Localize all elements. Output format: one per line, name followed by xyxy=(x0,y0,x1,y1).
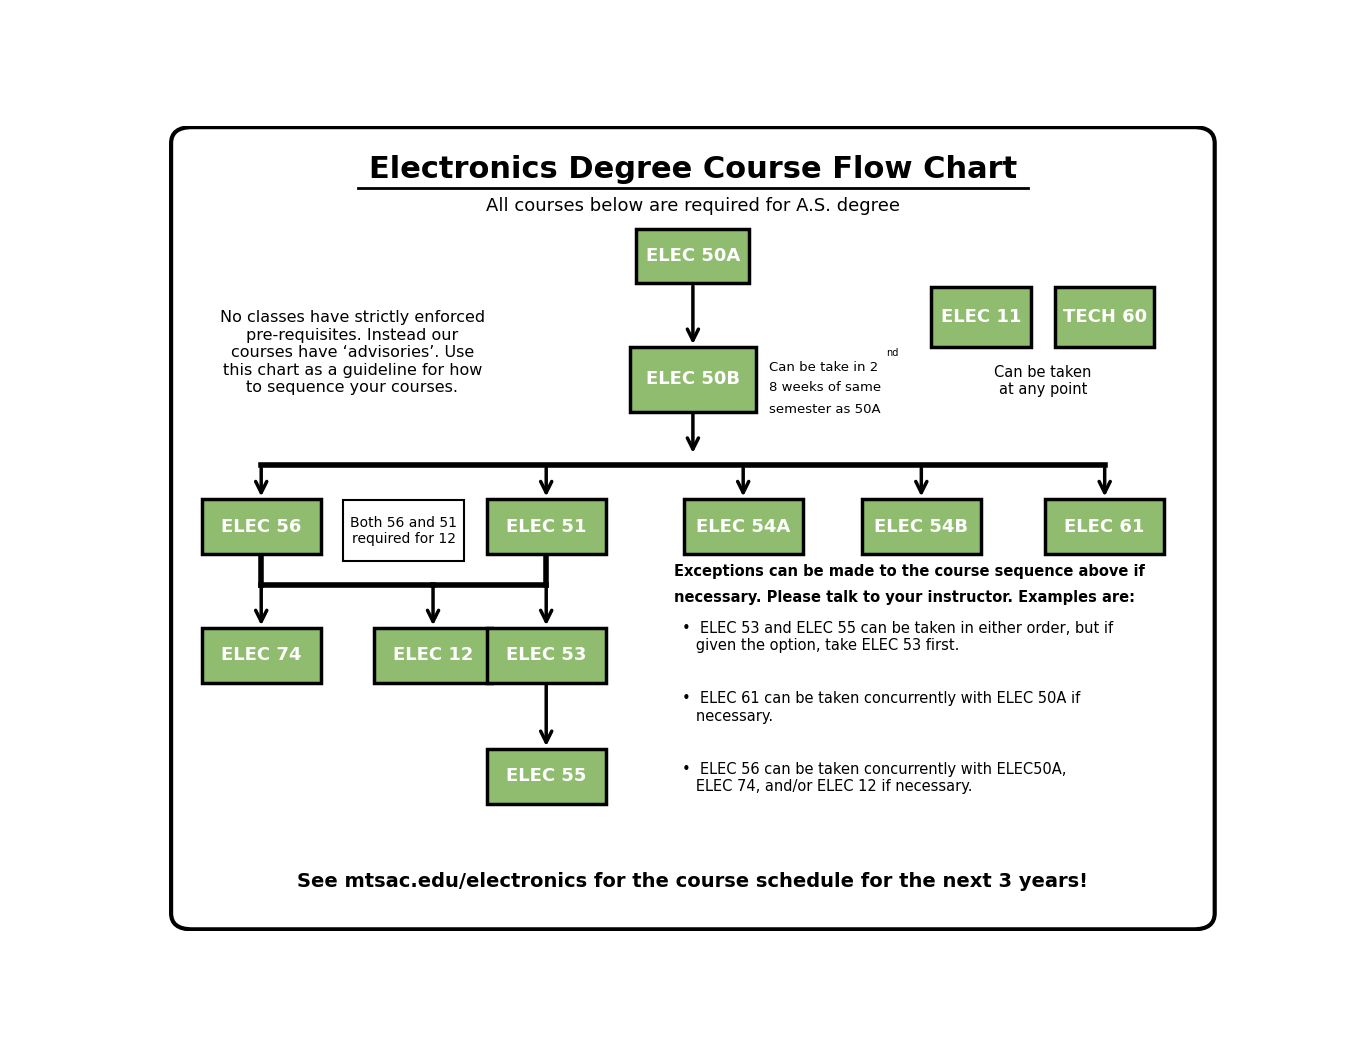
Text: Electronics Degree Course Flow Chart: Electronics Degree Course Flow Chart xyxy=(369,155,1017,184)
Text: Both 56 and 51
required for 12: Both 56 and 51 required for 12 xyxy=(350,516,457,546)
Text: •  ELEC 61 can be taken concurrently with ELEC 50A if
   necessary.: • ELEC 61 can be taken concurrently with… xyxy=(683,691,1080,724)
FancyBboxPatch shape xyxy=(630,347,756,411)
Text: necessary. Please talk to your instructor. Examples are:: necessary. Please talk to your instructo… xyxy=(675,591,1136,606)
FancyBboxPatch shape xyxy=(684,499,803,554)
Text: Can be take in 2: Can be take in 2 xyxy=(769,361,877,373)
FancyBboxPatch shape xyxy=(1055,287,1155,347)
Text: ELEC 74: ELEC 74 xyxy=(220,646,301,664)
Text: ELEC 51: ELEC 51 xyxy=(506,518,587,536)
Text: See mtsac.edu/electronics for the course schedule for the next 3 years!: See mtsac.edu/electronics for the course… xyxy=(297,871,1088,890)
Text: ELEC 50A: ELEC 50A xyxy=(646,247,740,265)
Text: All courses below are required for A.S. degree: All courses below are required for A.S. … xyxy=(485,197,900,215)
Text: ELEC 61: ELEC 61 xyxy=(1064,518,1145,536)
Text: ELEC 56: ELEC 56 xyxy=(220,518,301,536)
FancyBboxPatch shape xyxy=(487,749,606,803)
FancyBboxPatch shape xyxy=(172,128,1214,929)
Text: •  ELEC 56 can be taken concurrently with ELEC50A,
   ELEC 74, and/or ELEC 12 if: • ELEC 56 can be taken concurrently with… xyxy=(683,761,1067,794)
Text: ELEC 54B: ELEC 54B xyxy=(875,518,968,536)
Text: ELEC 54A: ELEC 54A xyxy=(696,518,791,536)
Text: nd: nd xyxy=(886,347,899,358)
FancyBboxPatch shape xyxy=(373,628,492,683)
Text: semester as 50A: semester as 50A xyxy=(769,403,880,415)
Text: •  ELEC 53 and ELEC 55 can be taken in either order, but if
   given the option,: • ELEC 53 and ELEC 55 can be taken in ei… xyxy=(683,621,1114,654)
Text: ELEC 50B: ELEC 50B xyxy=(646,370,740,388)
Text: ELEC 12: ELEC 12 xyxy=(393,646,473,664)
FancyBboxPatch shape xyxy=(201,628,320,683)
Text: Exceptions can be made to the course sequence above if: Exceptions can be made to the course seq… xyxy=(675,565,1145,579)
Text: ELEC 55: ELEC 55 xyxy=(506,768,587,786)
FancyBboxPatch shape xyxy=(487,628,606,683)
FancyBboxPatch shape xyxy=(1045,499,1164,554)
Text: Can be taken
at any point: Can be taken at any point xyxy=(994,365,1091,397)
FancyBboxPatch shape xyxy=(343,500,464,561)
FancyBboxPatch shape xyxy=(487,499,606,554)
Text: ELEC 53: ELEC 53 xyxy=(506,646,587,664)
FancyBboxPatch shape xyxy=(637,229,749,283)
FancyBboxPatch shape xyxy=(932,287,1030,347)
FancyBboxPatch shape xyxy=(863,499,980,554)
Text: 8 weeks of same: 8 weeks of same xyxy=(769,381,882,393)
FancyBboxPatch shape xyxy=(201,499,320,554)
Text: No classes have strictly enforced
pre-requisites. Instead our
courses have ‘advi: No classes have strictly enforced pre-re… xyxy=(220,311,485,395)
Text: TECH 60: TECH 60 xyxy=(1063,309,1146,326)
Text: ELEC 11: ELEC 11 xyxy=(941,309,1021,326)
